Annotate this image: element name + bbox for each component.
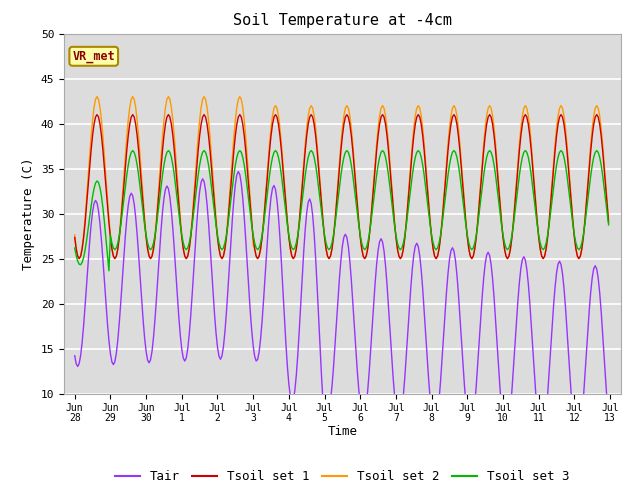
Tair <box>578 415 586 420</box>
Tsoil set 2 <box>140 196 147 202</box>
Tsoil set 1 <box>605 220 612 226</box>
Tsoil set 1 <box>233 121 241 127</box>
Tair <box>250 343 257 348</box>
Tsoil set 2 <box>605 217 612 223</box>
Tsoil set 3 <box>140 210 147 216</box>
Tsoil set 3 <box>251 240 259 246</box>
Tsoil set 2 <box>71 232 79 238</box>
Line: Tsoil set 2: Tsoil set 2 <box>75 96 609 259</box>
Tsoil set 1 <box>93 112 101 118</box>
Tsoil set 1 <box>140 203 147 208</box>
Tsoil set 2 <box>93 94 101 99</box>
Tsoil set 1 <box>251 246 259 252</box>
Tsoil set 1 <box>260 220 268 226</box>
Tsoil set 3 <box>307 148 315 154</box>
Tsoil set 3 <box>105 268 113 274</box>
Tsoil set 3 <box>71 245 79 251</box>
Tair <box>306 196 314 202</box>
Tsoil set 2 <box>251 245 259 251</box>
Tsoil set 1 <box>578 246 586 252</box>
Tair <box>234 168 242 174</box>
Tsoil set 3 <box>129 148 136 154</box>
Tsoil set 2 <box>260 217 268 223</box>
Tsoil set 2 <box>233 105 241 110</box>
Tsoil set 1 <box>71 235 79 240</box>
Tsoil set 1 <box>76 256 83 262</box>
Line: Tsoil set 3: Tsoil set 3 <box>75 151 609 271</box>
Tsoil set 3 <box>260 222 268 228</box>
Text: VR_met: VR_met <box>72 50 115 63</box>
Tair <box>259 318 266 324</box>
Tsoil set 3 <box>578 240 586 246</box>
Tair <box>605 418 612 424</box>
Legend: Tair, Tsoil set 1, Tsoil set 2, Tsoil set 3: Tair, Tsoil set 1, Tsoil set 2, Tsoil se… <box>110 465 575 480</box>
X-axis label: Time: Time <box>328 425 357 438</box>
Tair <box>230 197 237 203</box>
Tsoil set 2 <box>578 245 586 251</box>
Tsoil set 3 <box>233 155 241 160</box>
Tair <box>71 353 79 359</box>
Y-axis label: Temperature (C): Temperature (C) <box>22 157 35 270</box>
Tsoil set 1 <box>307 112 315 118</box>
Title: Soil Temperature at -4cm: Soil Temperature at -4cm <box>233 13 452 28</box>
Tair <box>573 441 581 446</box>
Tsoil set 2 <box>76 256 83 262</box>
Tsoil set 3 <box>605 222 612 228</box>
Tsoil set 2 <box>307 103 315 108</box>
Line: Tair: Tair <box>75 171 609 444</box>
Line: Tsoil set 1: Tsoil set 1 <box>75 115 609 259</box>
Tair <box>136 275 144 280</box>
